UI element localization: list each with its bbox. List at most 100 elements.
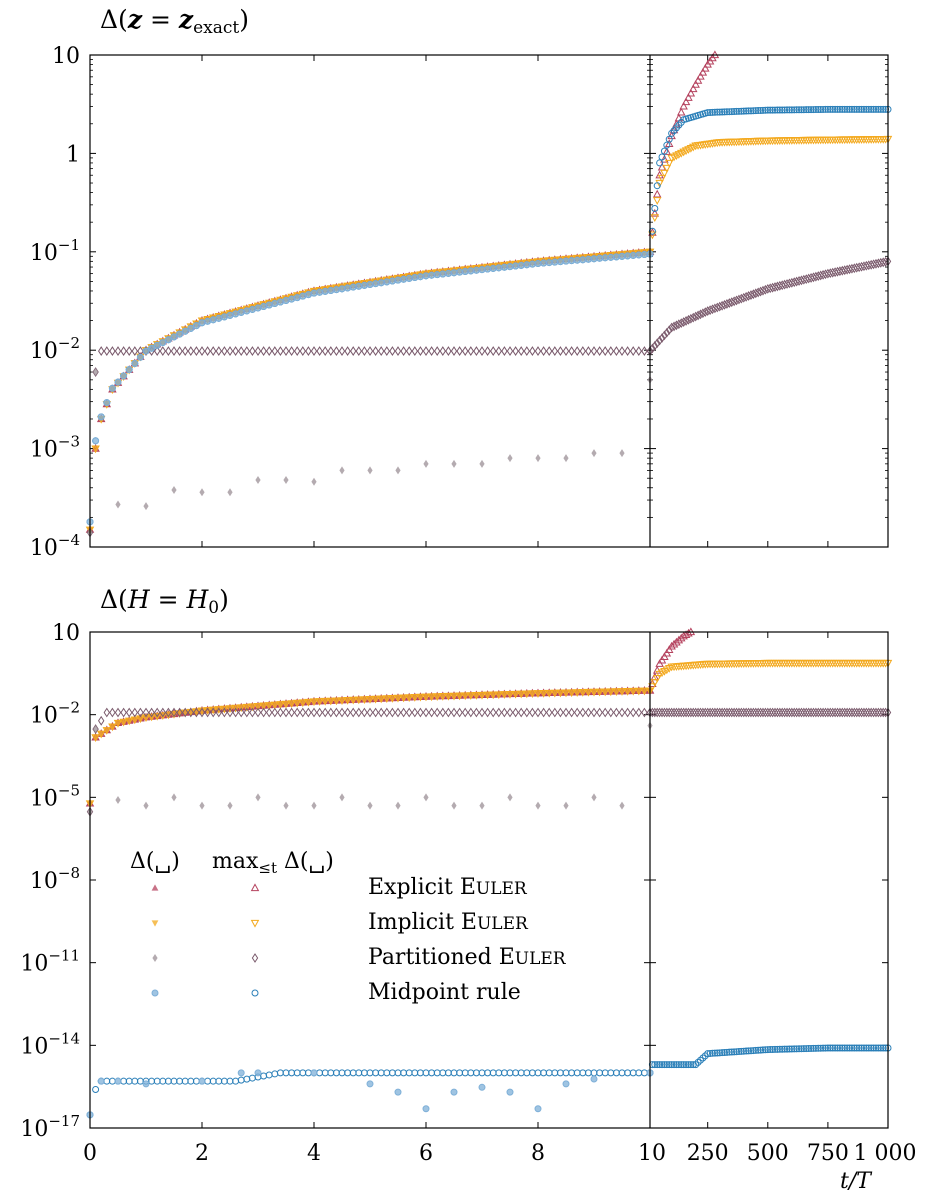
- delta-marker: [523, 261, 531, 269]
- delta-marker: [596, 254, 604, 262]
- max-marker: [294, 707, 301, 718]
- max-marker: [579, 707, 586, 718]
- max-marker: [802, 106, 810, 114]
- delta-marker: [260, 302, 268, 310]
- max-marker: [691, 79, 700, 88]
- delta-marker: [640, 250, 648, 258]
- delta-marker: [507, 793, 513, 802]
- delta-marker: [159, 339, 167, 347]
- max-marker: [788, 1045, 796, 1053]
- delta-marker: [321, 287, 329, 295]
- max-marker: [596, 707, 603, 718]
- max-marker: [855, 1044, 863, 1052]
- max-marker: [176, 346, 183, 356]
- max-marker: [114, 346, 122, 356]
- max-marker: [660, 169, 669, 178]
- delta-marker: [237, 1069, 245, 1077]
- max-marker: [660, 147, 668, 155]
- max-marker: [752, 288, 759, 299]
- delta-marker: [276, 298, 284, 306]
- delta-marker: [540, 259, 548, 267]
- max-marker: [534, 707, 542, 718]
- max-marker: [624, 346, 631, 356]
- delta-marker: [472, 266, 480, 274]
- max-marker: [747, 290, 755, 300]
- y-tick-label-exp: −2: [58, 334, 80, 352]
- max-marker: [723, 299, 731, 309]
- delta-marker: [97, 413, 105, 421]
- max-marker: [754, 1046, 762, 1054]
- y-tick-label: 10: [52, 44, 80, 69]
- delta-marker: [562, 257, 570, 265]
- max-marker: [462, 346, 469, 356]
- max-marker: [529, 346, 536, 356]
- max-marker: [673, 320, 680, 331]
- delta-marker: [590, 1075, 598, 1083]
- max-marker: [874, 105, 882, 113]
- delta-marker: [444, 269, 452, 277]
- max-marker: [740, 707, 747, 718]
- max-marker: [120, 707, 127, 718]
- delta-marker: [383, 278, 391, 286]
- delta-marker: [215, 706, 223, 713]
- legend-open-marker: [250, 919, 260, 928]
- max-marker: [450, 346, 458, 356]
- max-marker: [836, 266, 844, 277]
- max-marker: [456, 707, 463, 718]
- max-marker: [728, 297, 735, 308]
- max-marker: [798, 707, 805, 718]
- delta-marker: [467, 692, 475, 699]
- max-marker: [254, 346, 262, 356]
- max-marker: [327, 707, 334, 718]
- max-marker: [579, 346, 586, 356]
- max-marker: [344, 346, 351, 356]
- max-marker: [728, 707, 735, 718]
- max-marker: [809, 1044, 817, 1052]
- max-marker: [867, 259, 875, 270]
- bottom-panel-frame: [89, 631, 889, 1129]
- y-tick-label-base: 10: [30, 786, 58, 811]
- delta-marker: [283, 475, 289, 484]
- max-marker: [711, 707, 719, 718]
- max-marker: [870, 1044, 878, 1052]
- delta-marker: [629, 688, 637, 695]
- max-marker: [350, 346, 357, 356]
- delta-marker: [535, 454, 541, 463]
- delta-marker: [176, 710, 183, 717]
- delta-marker: [199, 801, 205, 810]
- max-marker: [187, 707, 194, 718]
- delta-marker: [461, 692, 469, 700]
- max-marker: [696, 71, 705, 80]
- bottom-title-h2: H: [185, 585, 209, 614]
- delta-marker: [451, 459, 457, 468]
- max-marker: [422, 707, 430, 718]
- y-tick-label-exp: −17: [48, 1112, 80, 1130]
- max-marker: [754, 287, 762, 298]
- delta-marker: [305, 699, 312, 706]
- max-marker: [193, 346, 200, 356]
- max-marker: [215, 346, 222, 356]
- max-marker: [848, 105, 856, 113]
- delta-marker: [115, 796, 121, 805]
- max-marker: [648, 231, 657, 240]
- max-marker: [666, 325, 673, 336]
- max-marker: [260, 1072, 268, 1080]
- delta-marker: [591, 793, 597, 802]
- max-marker: [170, 707, 178, 718]
- max-marker: [834, 105, 842, 113]
- delta-marker: [120, 372, 128, 380]
- delta-marker: [394, 695, 402, 702]
- delta-marker: [540, 690, 547, 697]
- max-marker: [831, 105, 839, 113]
- delta-marker: [456, 268, 464, 276]
- max-marker: [417, 346, 424, 356]
- delta-marker: [383, 695, 391, 702]
- delta-marker: [495, 691, 503, 699]
- max-marker: [243, 707, 250, 718]
- max-marker: [193, 707, 200, 718]
- y-tick-label-base: 10: [30, 536, 58, 561]
- max-marker: [344, 707, 351, 718]
- bottom-panel-marks: [85, 627, 893, 1119]
- max-marker: [800, 1045, 808, 1053]
- delta-marker: [293, 294, 301, 302]
